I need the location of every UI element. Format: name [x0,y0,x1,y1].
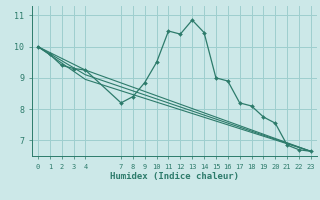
X-axis label: Humidex (Indice chaleur): Humidex (Indice chaleur) [110,172,239,181]
